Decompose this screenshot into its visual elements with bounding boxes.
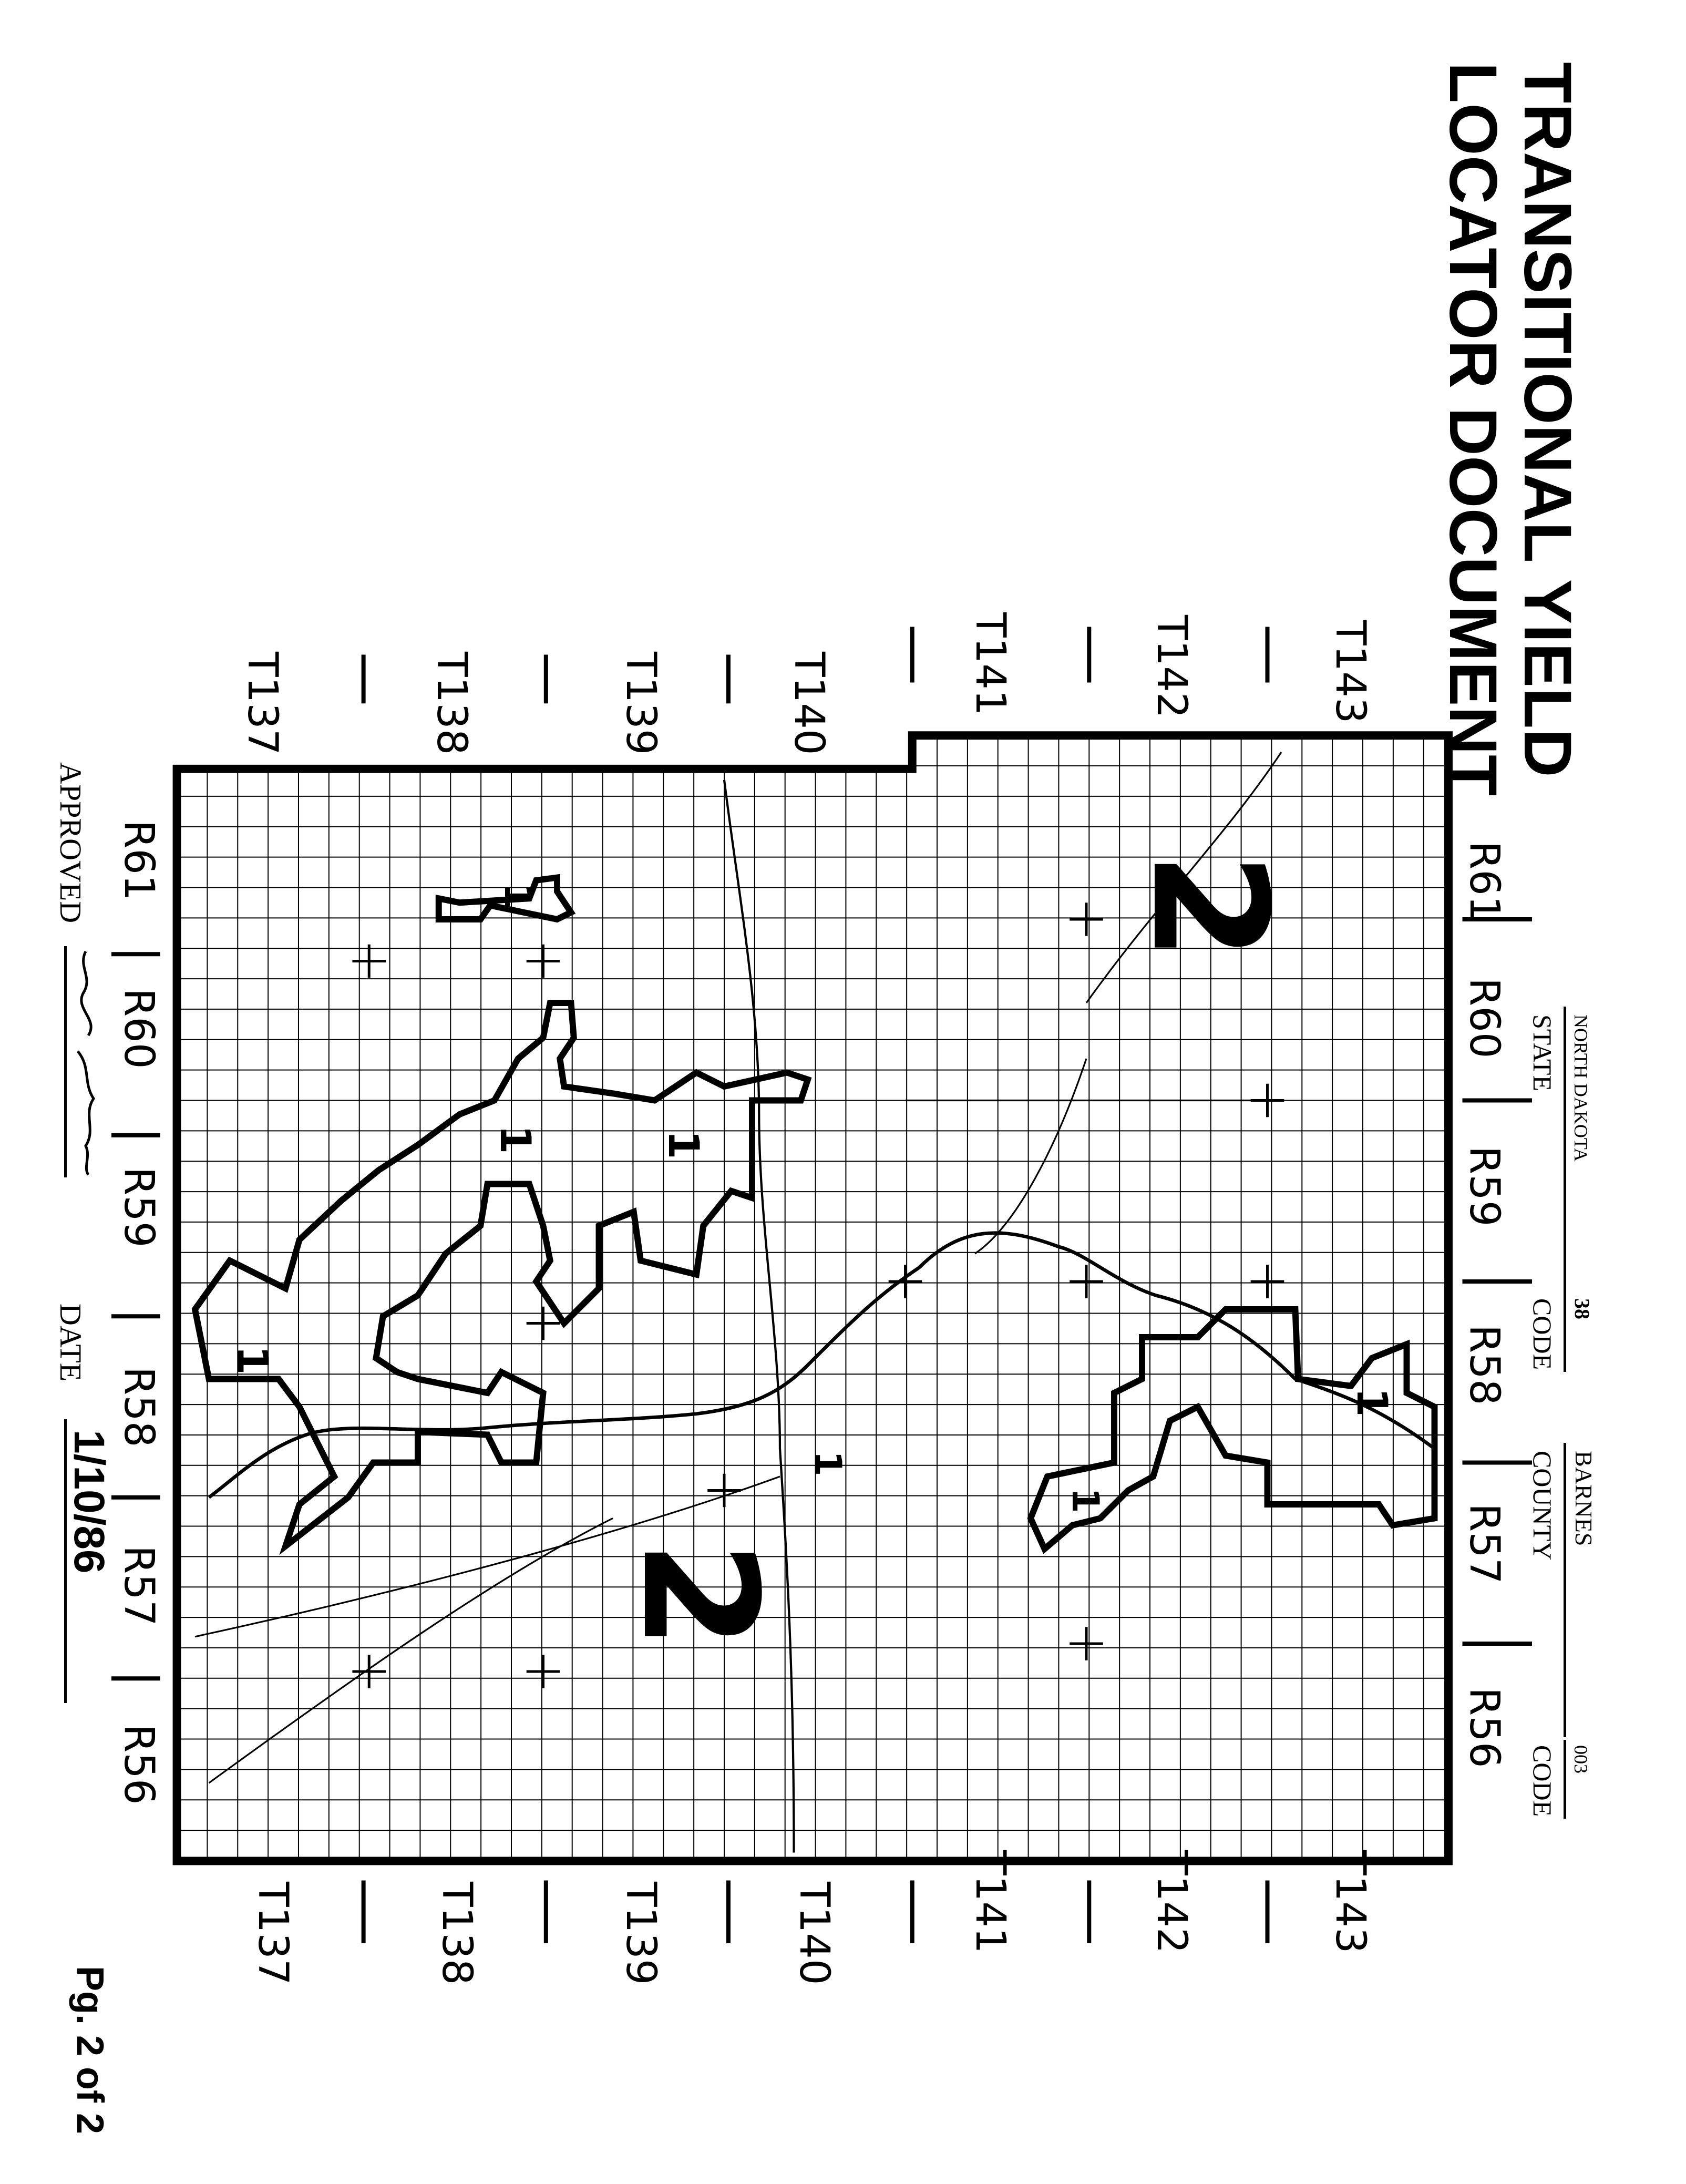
township-label-bottom: T138 [433,1882,480,1985]
township-label-bottom: T139 [617,1882,664,1985]
zone-1-boundary-lower [191,1000,812,1555]
state-underline [1564,1007,1566,1306]
township-label-top: T138 [428,652,475,755]
township-label-bottom: T137 [249,1882,296,1985]
range-label-left: R60 [115,988,162,1069]
zone-1-boundary-small [435,874,576,923]
state-value: NORTH DAKOTA [1570,1014,1591,1162]
zone-label: 1 [806,1451,849,1476]
approved-underline [64,946,67,1177]
range-label-left: R56 [115,1724,162,1805]
state-code-underline [1564,1283,1566,1372]
range-label-right: R59 [1461,1146,1508,1227]
state-code-value: 38 [1570,1298,1594,1319]
range-label-left: R57 [115,1545,162,1626]
boundary-ticks [111,627,1532,1943]
approved-label: APPROVED [54,762,88,924]
township-label-bottom: T140 [790,1882,838,1985]
county-value: BARNES [1570,1451,1597,1546]
title-line-2: LOCATOR DOCUMENT [1435,62,1510,796]
railroad [723,780,795,1853]
township-label-bottom: T142 [1148,1850,1195,1954]
zone-label: 1 [1064,1488,1107,1513]
range-label-right: R58 [1461,1325,1508,1406]
county-code-value: 003 [1570,1745,1591,1773]
township-label-top: T143 [1327,620,1374,724]
township-label-top: T139 [617,652,664,755]
signature [62,946,109,1177]
state-code-label: CODE [1528,1298,1557,1370]
zone-label: 2 [1117,852,1301,961]
section-grid [176,735,1448,1861]
range-label-right: R56 [1461,1687,1508,1768]
range-label-right: R60 [1461,978,1508,1059]
page-number: Pg. 2 of 2 [69,1966,111,2135]
range-label-left: R61 [115,820,162,901]
range-label-right: R61 [1461,841,1508,922]
township-label-top: T142 [1148,615,1195,719]
county-boundary [172,731,1453,1865]
range-label-left: R59 [115,1167,162,1248]
date-label: DATE [54,1304,88,1382]
township-label-top: T137 [239,652,286,755]
date-value: 1/10/86 [65,1430,113,1574]
zone-label: 2 [608,1540,791,1650]
river [208,1231,1436,1499]
county-label: COUNTY [1528,1451,1557,1561]
title-line-1: TRANSITIONAL YIELD [1510,62,1585,777]
range-label-left: R58 [115,1367,162,1448]
zone-label: 1 [228,1346,277,1375]
state-label: STATE [1528,1014,1557,1091]
zone-label: 1 [496,883,539,909]
county-code-underline [1564,1740,1566,1819]
zone-label: 1 [1348,1388,1396,1417]
zone-1-boundary-upper [1027,1306,1438,1554]
township-label-top: T141 [967,612,1014,716]
county-underline [1564,1443,1566,1737]
county-code-label: CODE [1528,1745,1557,1817]
date-underline [64,1419,67,1703]
township-label-top: T140 [785,652,832,755]
range-label-right: R57 [1461,1503,1508,1584]
road [194,752,1282,1784]
township-label-bottom: T141 [967,1850,1014,1954]
zone-label: 1 [491,1125,540,1154]
township-label-bottom: T143 [1327,1850,1374,1954]
zone-label: 1 [659,1130,708,1160]
